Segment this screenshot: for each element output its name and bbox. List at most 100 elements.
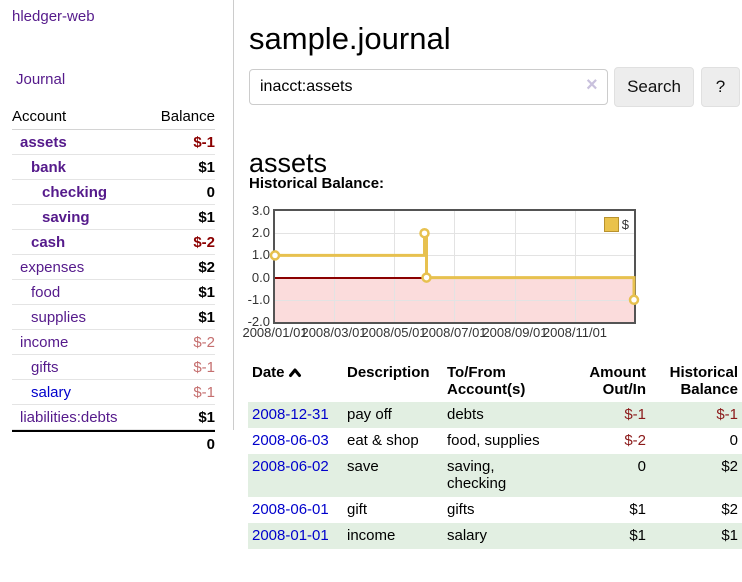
- chart-vgrid-line: [394, 211, 395, 322]
- search-input[interactable]: [249, 69, 608, 105]
- account-row: expenses $2: [12, 255, 215, 280]
- account-row: gifts $-1: [12, 355, 215, 380]
- register-date-link[interactable]: 2008-12-31: [252, 406, 329, 423]
- balance-cell: $2: [721, 458, 738, 475]
- account-link-gifts[interactable]: gifts: [31, 358, 59, 376]
- search-button[interactable]: Search: [614, 67, 694, 107]
- account-link-cash[interactable]: cash: [31, 233, 66, 251]
- chart-vgrid-line: [574, 211, 576, 322]
- account-balance: $1: [198, 408, 215, 426]
- account-row: food $1: [12, 280, 215, 305]
- account-link-saving[interactable]: saving: [42, 208, 90, 226]
- description-cell: income: [347, 527, 396, 544]
- account-row: income $-2: [12, 330, 215, 355]
- chart-ytick-label: 1.0: [251, 247, 270, 263]
- account-row: cash $-2: [12, 230, 215, 255]
- account-balance: $1: [198, 208, 215, 226]
- chart-vgrid-line: [334, 211, 335, 322]
- account-link-expenses[interactable]: expenses: [20, 258, 85, 276]
- balance-cell: $1: [721, 527, 738, 544]
- account-link-assets[interactable]: assets: [20, 133, 67, 151]
- register-row: 2008-06-01 gift gifts $1 $2: [248, 497, 742, 523]
- register-date-link[interactable]: 2008-06-03: [252, 432, 329, 449]
- account-row: salary $-1: [12, 380, 215, 405]
- page-title: sample.journal: [249, 20, 451, 56]
- account-balance: $-1: [193, 358, 215, 376]
- date-cell: 2008-06-01: [248, 497, 343, 523]
- accounts-total-value: 0: [206, 435, 215, 453]
- account-link-salary[interactable]: salary: [31, 383, 72, 401]
- register-header-amount: Amount Out/In: [589, 364, 646, 398]
- accounts-header-account: Account: [12, 107, 67, 125]
- account-balance: $-1: [193, 383, 215, 401]
- description-cell: eat & shop: [347, 432, 419, 449]
- account-link-liabilities-debts[interactable]: liabilities:debts: [20, 408, 118, 426]
- amount-cell: $1: [629, 527, 646, 544]
- chart-ytick-label: 2.0: [251, 225, 270, 241]
- register-date-link[interactable]: 2008-01-01: [252, 527, 329, 544]
- chart-xtick-label: 2008/07/01: [421, 325, 487, 340]
- clear-search-icon[interactable]: ×: [586, 74, 598, 96]
- chart-vgrid-line: [514, 211, 516, 322]
- accounts-cell: debts: [447, 406, 484, 423]
- chart-xtick-label: 2008/09/01: [482, 325, 548, 340]
- chart-plot: $: [269, 209, 640, 324]
- account-balance: $-2: [193, 333, 215, 351]
- accounts-table-header: Account Balance: [12, 103, 215, 130]
- sidebar-item-journal[interactable]: Journal: [16, 71, 66, 88]
- register-header-row: Date Description To/From Account(s) Amou…: [248, 362, 742, 402]
- register-row: 2008-12-31 pay off debts $-1 $-1: [248, 402, 742, 428]
- account-rows: assets $-1 bank $1 checking 0 saving $1 cash $-2 e…: [12, 130, 215, 430]
- chart-heading: Historical Balance:: [249, 175, 385, 192]
- register-date-link[interactable]: 2008-06-01: [252, 501, 329, 518]
- sort-asc-icon: [288, 368, 301, 377]
- register-header-date[interactable]: Date: [248, 362, 343, 402]
- account-balance: 0: [206, 183, 215, 201]
- account-row: liabilities:debts $1: [12, 405, 215, 430]
- register-row: 2008-06-02 save saving, checking 0 $2: [248, 454, 742, 497]
- account-balance: $-2: [193, 233, 215, 251]
- accounts-header-balance: Balance: [160, 107, 215, 125]
- account-heading: assets: [249, 148, 328, 179]
- account-row: assets $-1: [12, 130, 215, 155]
- date-cell: 2008-01-01: [248, 523, 343, 549]
- register-header-balance: Historical Balance: [669, 364, 738, 398]
- balance-cell: $2: [721, 501, 738, 518]
- register-header-description: Description: [347, 364, 430, 381]
- account-balance: $1: [198, 283, 215, 301]
- chart-xtick-label: 2008/01/01: [242, 325, 308, 340]
- chart-xtick-label: 2008/11/01: [542, 325, 608, 340]
- date-cell: 2008-06-03: [248, 428, 343, 454]
- register-tbody: 2008-12-31 pay off debts $-1 $-1 2008-06-03 ea…: [248, 402, 742, 549]
- help-button[interactable]: ?: [701, 67, 740, 107]
- account-balance: $2: [198, 258, 215, 276]
- register-row: 2008-01-01 income salary $1 $1: [248, 523, 742, 549]
- balance-cell: 0: [729, 432, 738, 449]
- chart-line-svg: [269, 227, 640, 306]
- account-balance: $1: [198, 158, 215, 176]
- account-link-supplies[interactable]: supplies: [31, 308, 87, 326]
- account-balance: $-1: [193, 133, 215, 151]
- account-link-bank[interactable]: bank: [31, 158, 67, 176]
- chart-legend: $: [601, 216, 631, 233]
- app-brand-link[interactable]: hledger-web: [12, 8, 95, 25]
- accounts-cell: gifts: [447, 501, 475, 518]
- register-date-link[interactable]: 2008-06-02: [252, 458, 329, 475]
- amount-cell: $1: [629, 501, 646, 518]
- account-balance: $1: [198, 308, 215, 326]
- accounts-table: Account Balance assets $-1 bank $1 checking 0…: [12, 103, 215, 456]
- register-header-accounts: To/From Account(s): [447, 364, 526, 398]
- legend-label: $: [621, 217, 629, 232]
- register-row: 2008-06-03 eat & shop food, supplies $-2 0: [248, 428, 742, 454]
- accounts-cell: salary: [447, 527, 488, 544]
- account-link-checking[interactable]: checking: [42, 183, 108, 201]
- balance-cell: $-1: [716, 406, 738, 423]
- chart-ytick-label: 0.0: [251, 269, 270, 285]
- amount-cell: $-2: [624, 432, 646, 449]
- account-link-food[interactable]: food: [31, 283, 61, 301]
- account-link-income[interactable]: income: [20, 333, 69, 351]
- legend-swatch-icon: [603, 217, 619, 232]
- description-cell: save: [347, 458, 379, 475]
- account-row: supplies $1: [12, 305, 215, 330]
- accounts-total-row: 0: [12, 430, 215, 456]
